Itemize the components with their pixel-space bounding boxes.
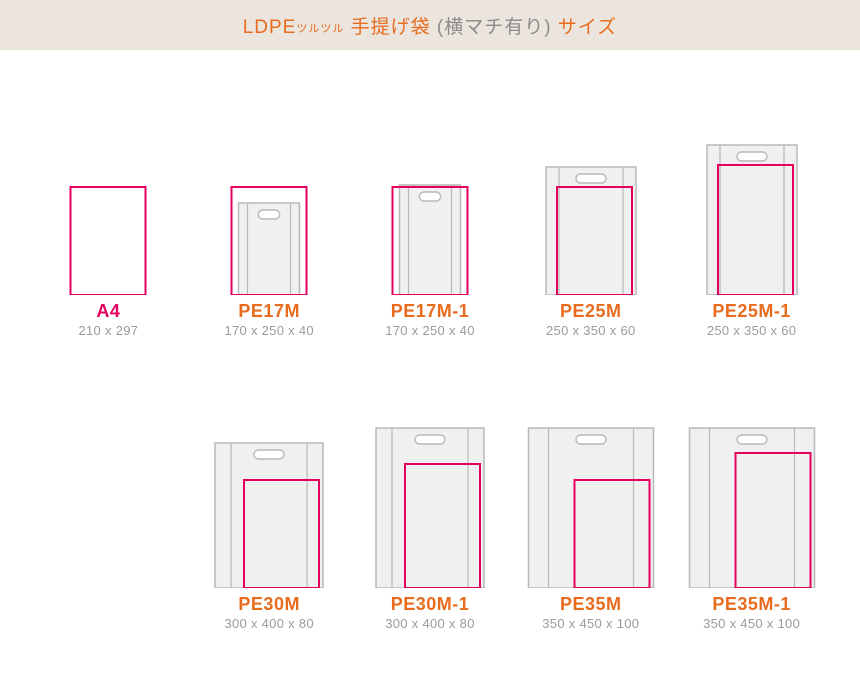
size-name: PE17M: [224, 301, 314, 322]
size-name: PE35M-1: [703, 594, 800, 615]
size-labels: PE35M350 x 450 x 100: [542, 594, 639, 631]
header-small: ツルツル: [296, 23, 344, 35]
size-cell-pe17m: PE17M170 x 250 x 40: [189, 135, 350, 338]
diagram-area: [672, 135, 832, 295]
size-name: PE35M: [542, 594, 639, 615]
size-labels: PE17M170 x 250 x 40: [224, 301, 314, 338]
size-cell-pe30m: PE30M300 x 400 x 80: [189, 428, 350, 631]
diagram-area: [511, 135, 671, 295]
bag-diagram: [511, 423, 671, 588]
size-dims: 350 x 450 x 100: [703, 616, 800, 631]
size-dims: 170 x 250 x 40: [224, 323, 314, 338]
diagram-area: [189, 428, 349, 588]
bag-diagram: [350, 423, 510, 588]
bag-diagram: [511, 130, 671, 295]
size-name: PE30M-1: [385, 594, 475, 615]
size-dims: 300 x 400 x 80: [385, 616, 475, 631]
size-name: A4: [78, 301, 138, 322]
diagram-area: [511, 428, 671, 588]
size-name: PE30M: [224, 594, 314, 615]
header-paren: (横マチ有り): [431, 17, 558, 38]
header-suffix: サイズ: [558, 17, 617, 38]
size-grid-row-1: A4210 x 297PE17M170 x 250 x 40PE17M-1170…: [0, 135, 860, 338]
size-cell-pe35m: PE35M350 x 450 x 100: [510, 428, 671, 631]
size-cell-a4: A4210 x 297: [28, 135, 189, 338]
diagram-area: [189, 135, 349, 295]
size-dims: 300 x 400 x 80: [224, 616, 314, 631]
size-cell-pe25m-1: PE25M-1250 x 350 x 60: [671, 135, 832, 338]
diagram-area: [350, 428, 510, 588]
size-cell-blank: [28, 428, 189, 631]
size-dims: 170 x 250 x 40: [385, 323, 475, 338]
diagram-area: [28, 135, 188, 295]
size-labels: A4210 x 297: [78, 301, 138, 338]
bag-diagram: [189, 130, 349, 295]
size-dims: 250 x 350 x 60: [707, 323, 797, 338]
bag-diagram: [28, 130, 188, 295]
diagram-area: [672, 428, 832, 588]
bag-diagram: [672, 130, 832, 295]
size-name: PE25M-1: [707, 301, 797, 322]
size-dims: 250 x 350 x 60: [546, 323, 636, 338]
size-grid-row-2: PE30M300 x 400 x 80PE30M-1300 x 400 x 80…: [0, 428, 860, 631]
bag-diagram: [672, 423, 832, 588]
size-name: PE25M: [546, 301, 636, 322]
size-labels: PE25M-1250 x 350 x 60: [707, 301, 797, 338]
page-header: LDPEツルツル 手提げ袋 (横マチ有り) サイズ: [0, 0, 860, 50]
size-labels: PE35M-1350 x 450 x 100: [703, 594, 800, 631]
size-labels: PE17M-1170 x 250 x 40: [385, 301, 475, 338]
bag-diagram: [350, 130, 510, 295]
size-cell-pe35m-1: PE35M-1350 x 450 x 100: [671, 428, 832, 631]
header-mid: 手提げ袋: [344, 17, 430, 38]
size-cell-pe25m: PE25M250 x 350 x 60: [510, 135, 671, 338]
size-dims: 210 x 297: [78, 323, 138, 338]
size-cell-pe17m-1: PE17M-1170 x 250 x 40: [350, 135, 511, 338]
size-labels: PE25M250 x 350 x 60: [546, 301, 636, 338]
size-labels: PE30M300 x 400 x 80: [224, 594, 314, 631]
size-dims: 350 x 450 x 100: [542, 616, 639, 631]
header-prefix: LDPE: [243, 17, 297, 38]
size-name: PE17M-1: [385, 301, 475, 322]
size-labels: PE30M-1300 x 400 x 80: [385, 594, 475, 631]
diagram-area: [350, 135, 510, 295]
bag-diagram: [189, 423, 349, 588]
size-cell-pe30m-1: PE30M-1300 x 400 x 80: [350, 428, 511, 631]
